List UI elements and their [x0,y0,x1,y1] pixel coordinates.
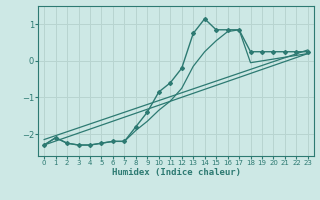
X-axis label: Humidex (Indice chaleur): Humidex (Indice chaleur) [111,168,241,177]
